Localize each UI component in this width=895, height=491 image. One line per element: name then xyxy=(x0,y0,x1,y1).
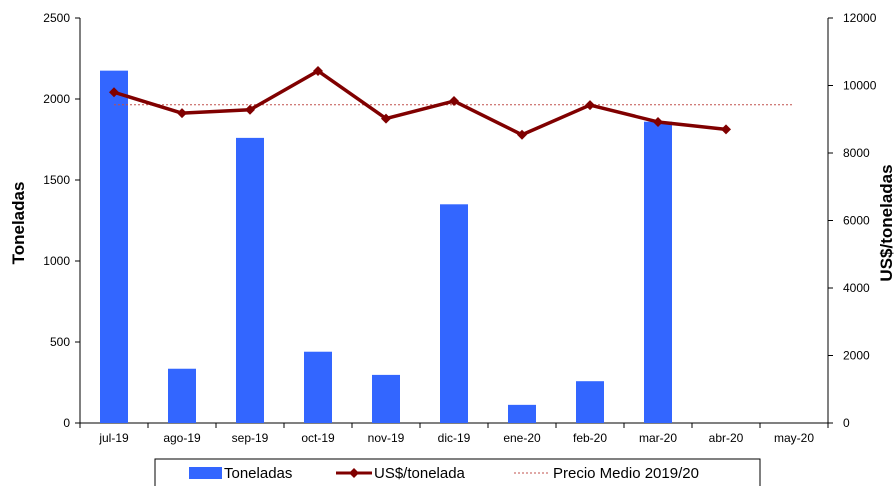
x-tick-label: ago-19 xyxy=(163,431,201,445)
x-tick-label: jul-19 xyxy=(98,431,129,445)
marker-ustonelada xyxy=(653,116,663,127)
bar-toneladas xyxy=(644,121,672,424)
y2-tick-label: 8000 xyxy=(843,146,870,160)
bar-toneladas xyxy=(440,204,468,423)
x-tick-label: feb-20 xyxy=(573,431,607,445)
y-tick-label: 1500 xyxy=(43,173,70,187)
bar-toneladas xyxy=(508,404,536,423)
legend: Toneladas US$/tonelada Precio Medio 2019… xyxy=(154,458,761,490)
x-tick-label: abr-20 xyxy=(709,431,744,445)
bar-toneladas xyxy=(372,374,400,423)
line-ustonelada xyxy=(113,69,727,137)
legend-label-toneladas: Toneladas xyxy=(224,465,292,482)
line-series xyxy=(109,65,794,140)
y2-tick-label: 4000 xyxy=(843,281,870,295)
y2-tick-label: 12000 xyxy=(843,11,877,25)
legend-marker-ustonelada xyxy=(349,468,359,478)
y2-tick-label: 0 xyxy=(843,416,850,430)
y-axis-title: Toneladas xyxy=(9,182,28,265)
marker-ustonelada xyxy=(177,108,187,119)
x-tick-label: may-20 xyxy=(774,431,814,445)
x-tick-label: ene-20 xyxy=(503,431,541,445)
marker-ustonelada xyxy=(449,96,459,107)
y-tick-label: 2500 xyxy=(43,11,70,25)
y2-tick-label: 10000 xyxy=(843,79,877,93)
bar-toneladas xyxy=(576,381,604,423)
marker-ustonelada xyxy=(585,100,595,111)
bar-series xyxy=(100,70,672,424)
y-tick-label: 2000 xyxy=(43,92,70,106)
bar-toneladas xyxy=(100,70,128,424)
bar-toneladas xyxy=(168,368,196,423)
y2-tick-label: 2000 xyxy=(843,349,870,363)
marker-ustonelada xyxy=(313,65,323,76)
y-tick-label: 500 xyxy=(50,335,70,349)
x-tick-label: oct-19 xyxy=(301,431,335,445)
marker-ustonelada xyxy=(721,124,731,135)
marker-ustonelada xyxy=(381,113,391,124)
y2-tick-label: 6000 xyxy=(843,214,870,228)
x-tick-label: mar-20 xyxy=(639,431,677,445)
legend-label-ustonelada: US$/tonelada xyxy=(374,465,466,482)
marker-ustonelada xyxy=(245,104,255,115)
marker-ustonelada xyxy=(109,87,119,98)
x-tick-label: nov-19 xyxy=(368,431,405,445)
tick-labels: 0 500 1000 1500 2000 2500 0 2000 4000 6000 8000 100… xyxy=(43,11,876,445)
marker-ustonelada xyxy=(517,129,527,140)
y2-axis-title: US$/toneladas xyxy=(877,164,895,281)
legend-box xyxy=(154,458,761,490)
x-tick-label: sep-19 xyxy=(232,431,269,445)
x-tick-label: dic-19 xyxy=(438,431,471,445)
legend-label-precio-medio: Precio Medio 2019/20 xyxy=(553,465,699,482)
bar-toneladas xyxy=(304,351,332,423)
legend-swatch-toneladas xyxy=(189,467,222,479)
y-tick-label: 1000 xyxy=(43,254,70,268)
y-tick-label: 0 xyxy=(63,416,70,430)
bar-toneladas xyxy=(236,137,264,423)
